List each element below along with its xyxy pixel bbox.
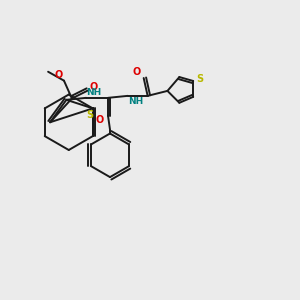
Text: S: S bbox=[196, 74, 204, 84]
Text: NH: NH bbox=[128, 97, 143, 106]
Text: O: O bbox=[133, 67, 141, 77]
Text: NH: NH bbox=[86, 88, 102, 98]
Text: O: O bbox=[90, 82, 98, 92]
Text: S: S bbox=[86, 110, 93, 120]
Text: O: O bbox=[55, 70, 63, 80]
Text: O: O bbox=[96, 115, 104, 124]
